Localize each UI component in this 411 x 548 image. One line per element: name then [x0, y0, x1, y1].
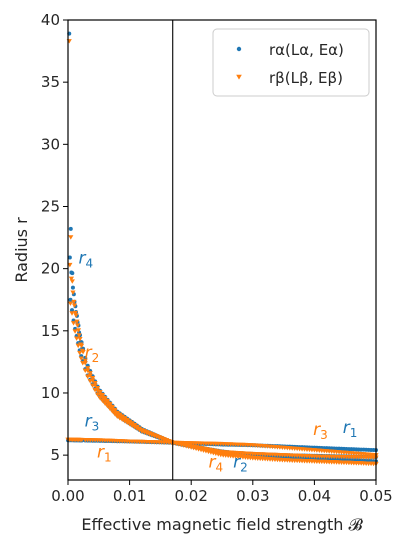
data-point: [131, 423, 138, 428]
legend-label: rβ(Lβ, Eβ): [269, 69, 343, 87]
data-point: [92, 383, 98, 388]
data-point: [70, 271, 75, 276]
data-point: [67, 301, 74, 306]
legend-box: [212, 28, 370, 97]
y-tick-label: 10: [41, 384, 60, 402]
y-tick-label: 15: [41, 322, 60, 340]
data-point: [122, 416, 128, 421]
curve-label: r4: [78, 249, 93, 271]
data-point: [134, 424, 140, 430]
curve-label: r1: [97, 443, 112, 465]
curve-label: r3: [85, 412, 100, 434]
y-tick-label: 30: [41, 135, 60, 153]
data-point: [72, 310, 78, 316]
data-point: [68, 297, 73, 302]
data-point: [124, 417, 130, 423]
axes-frame: [67, 19, 377, 481]
data-point: [99, 392, 106, 398]
data-point: [71, 299, 77, 305]
data-point: [85, 366, 91, 371]
x-axis-title: Effective magnetic field strength 𝓑: [81, 515, 363, 534]
data-point: [90, 378, 96, 383]
y-tick-label: 20: [41, 260, 60, 278]
data-point: [68, 235, 74, 240]
data-point: [87, 373, 93, 378]
data-point: [70, 290, 76, 295]
x-tick-label: 0.02: [174, 487, 207, 505]
data-point: [112, 407, 118, 413]
data-point: [82, 358, 88, 364]
x-tick-label: 0.05: [359, 487, 392, 505]
y-tick-label: 40: [41, 11, 60, 29]
data-point: [90, 376, 96, 381]
data-point: [85, 368, 91, 373]
data-point: [114, 410, 120, 416]
y-tick-label: 35: [41, 73, 60, 91]
data-point: [78, 356, 84, 361]
data-point: [82, 361, 88, 366]
data-point: [77, 350, 83, 356]
data-point: [107, 401, 113, 407]
data-point: [136, 426, 143, 431]
data-point: [74, 319, 80, 325]
x-tick-label: 0.01: [113, 487, 146, 505]
data-point: [127, 419, 133, 424]
data-point: [94, 386, 101, 391]
data-point: [102, 395, 108, 401]
data-point: [104, 398, 111, 404]
data-point: [69, 279, 75, 284]
data-point: [97, 389, 103, 395]
data-point: [117, 412, 123, 418]
legend-marker: [236, 74, 242, 80]
data-point: [92, 381, 98, 386]
curve-label: r2: [85, 343, 100, 365]
legend-marker: [236, 46, 242, 52]
data-point: [129, 421, 135, 426]
legend-label: rα(Lα, Eα): [269, 41, 344, 59]
data-point: [78, 343, 85, 349]
ticks: 0.00 0.01 0.02 0.03 0.04 0.05 5 10 15 20 25 30 35 40: [41, 11, 393, 505]
data-point: [94, 388, 101, 393]
legend: rα(Lα, Eα) rβ(Lβ, Eβ): [212, 28, 370, 97]
curve-label: r3: [313, 420, 328, 442]
y-axis-title: Radius r: [12, 217, 31, 283]
data-point: [70, 321, 77, 326]
data-point: [74, 323, 81, 328]
y-tick-label: 25: [41, 197, 60, 215]
data-point: [71, 303, 78, 308]
data-point: [67, 255, 72, 260]
data-point: [68, 276, 74, 282]
data-point: [76, 333, 82, 338]
data-point: [80, 349, 86, 355]
data-point: [75, 328, 82, 333]
data-point: [70, 285, 75, 290]
x-tick-label: 0.04: [298, 487, 331, 505]
data-point: [87, 371, 93, 376]
data-point: [73, 313, 79, 318]
data-point: [72, 329, 78, 334]
data-point: [68, 226, 73, 231]
data-point: [77, 337, 83, 342]
y-tick-label: 5: [50, 446, 60, 464]
curve-label: r1: [343, 418, 358, 440]
data-point: [69, 311, 75, 316]
data-point: [119, 414, 125, 419]
data-point: [79, 437, 85, 443]
data-point: [109, 404, 115, 410]
x-tick-label: 0.00: [51, 487, 84, 505]
x-tick-label: 0.03: [236, 487, 269, 505]
